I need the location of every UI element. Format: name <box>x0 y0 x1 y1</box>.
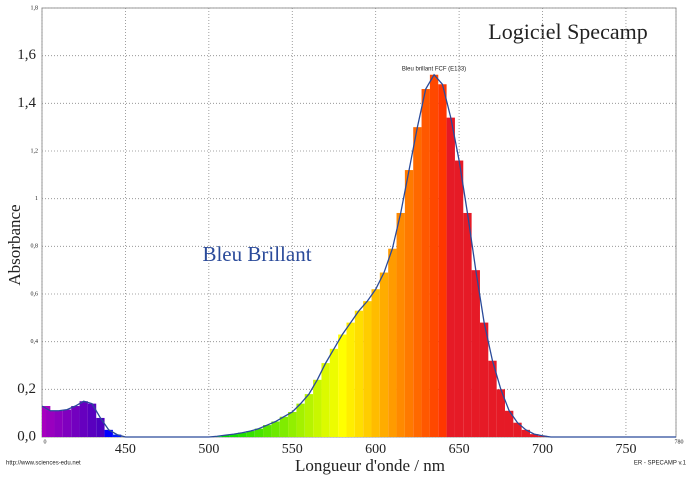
x-tick-label: 650 <box>449 442 470 457</box>
bar <box>338 334 347 437</box>
y-tick-label: 0,4 <box>31 339 39 345</box>
bar <box>87 403 97 437</box>
bar <box>321 363 330 437</box>
y-tick-label: 0,0 <box>17 428 36 444</box>
bar <box>104 429 113 437</box>
x-axis-label: Longueur d'onde / nm <box>295 456 445 475</box>
chart-title: Logiciel Specamp <box>488 19 647 44</box>
bar <box>221 435 230 437</box>
x-tick-label: 600 <box>365 442 386 457</box>
bar <box>530 434 539 437</box>
bar <box>463 212 472 437</box>
bar <box>346 322 355 437</box>
bar <box>96 417 105 437</box>
bar <box>54 410 63 437</box>
bar <box>363 301 372 437</box>
y-tick-label: 0,6 <box>31 291 39 297</box>
bar <box>379 272 389 437</box>
y-tick-label: 1,2 <box>31 148 39 154</box>
bar <box>479 322 489 437</box>
footer-left: http://www.sciences-edu.net <box>6 461 81 467</box>
bar <box>438 84 447 438</box>
x-tick-label: 780 <box>675 439 684 445</box>
bar <box>413 127 422 438</box>
bar <box>254 428 264 437</box>
bar <box>429 74 439 437</box>
bar <box>238 432 247 437</box>
bar <box>296 403 305 437</box>
peak-annotation: Bleu brillant FCF (E133) <box>402 67 466 73</box>
bar <box>396 212 405 437</box>
y-tick-label: 1,4 <box>17 95 36 111</box>
y-tick-label: 1,8 <box>31 5 39 11</box>
x-tick-label: 500 <box>198 442 219 457</box>
bar <box>304 394 314 437</box>
bar <box>288 411 297 437</box>
bar <box>513 422 522 437</box>
x-tick-label: 700 <box>532 442 553 457</box>
bar <box>112 434 122 437</box>
bar <box>446 117 455 437</box>
bar <box>504 410 514 437</box>
footer-right: ER - SPECAMP v.1 <box>634 461 687 467</box>
y-tick-label: 1,6 <box>17 47 36 63</box>
y-tick-label: 1 <box>35 196 38 202</box>
bar <box>271 421 280 437</box>
y-axis-label: Absorbance <box>5 204 24 285</box>
x-tick-label: 450 <box>115 442 136 457</box>
x-tick-label: 750 <box>615 442 636 457</box>
bar <box>313 379 322 437</box>
subtitle: Bleu Brillant <box>202 242 311 266</box>
bar <box>354 310 364 437</box>
bar <box>404 170 414 438</box>
bar <box>229 434 239 437</box>
bar <box>521 429 531 437</box>
bar <box>62 409 72 437</box>
bar <box>496 389 505 437</box>
bar <box>471 270 480 437</box>
bar <box>388 248 397 437</box>
bar <box>46 410 55 437</box>
bar <box>263 425 272 437</box>
bar <box>454 160 464 438</box>
bar <box>421 89 430 438</box>
x-tick-label: 0 <box>44 439 47 445</box>
x-tick-label: 550 <box>282 442 303 457</box>
y-tick-label: 0,8 <box>31 244 39 250</box>
bar <box>329 348 339 437</box>
bar <box>279 416 289 437</box>
bar <box>488 360 497 437</box>
bar <box>79 401 88 437</box>
bar <box>371 289 380 437</box>
spectrum-line <box>41 73 676 438</box>
y-tick-label: 0,2 <box>17 381 36 397</box>
bar <box>71 406 80 437</box>
bar <box>246 431 255 437</box>
